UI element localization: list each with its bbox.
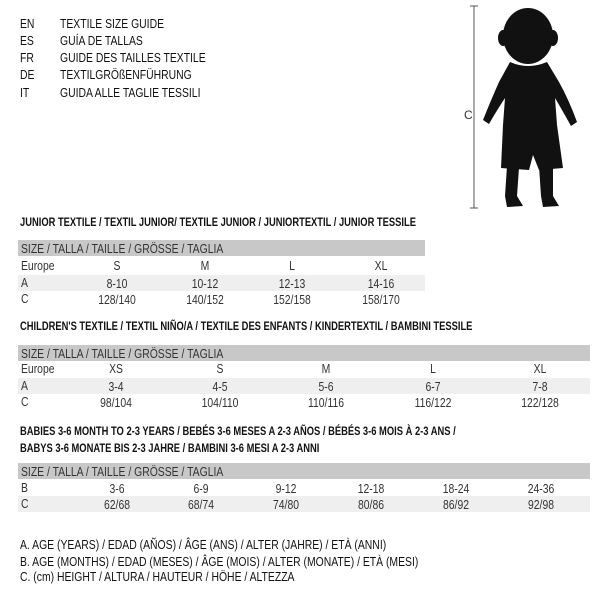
- table-cell: 98/104: [100, 395, 132, 410]
- row-shade: [18, 275, 425, 291]
- row-shade: [18, 496, 590, 512]
- table-cell: XL: [533, 361, 547, 376]
- babies-heading-line2: BABYS 3-6 MONATE BIS 2-3 JAHRE / BAMBINI…: [20, 441, 320, 455]
- row-shade: [18, 378, 590, 394]
- size-header-bar: SIZE / TALLA / TAILLE / GRÖSSE / TAGLIA: [18, 240, 425, 256]
- children-heading: CHILDREN'S TEXTILE / TEXTIL NIÑO/A / TEX…: [20, 319, 473, 333]
- table-cell: 92/98: [527, 497, 555, 512]
- table-cell: 152/158: [273, 292, 311, 307]
- table-cell: M: [200, 258, 210, 273]
- size-header: SIZE / TALLA / TAILLE / GRÖSSE / TAGLIA: [21, 464, 224, 479]
- table-cell: 62/68: [103, 497, 131, 512]
- size-header: SIZE / TALLA / TAILLE / GRÖSSE / TAGLIA: [21, 241, 224, 256]
- size-header-bar: SIZE / TALLA / TAILLE / GRÖSSE / TAGLIA: [18, 345, 590, 361]
- row-label: A: [21, 378, 28, 393]
- table-cell: 9-12: [275, 481, 297, 496]
- row-label: C: [21, 291, 29, 306]
- table-cell: L: [430, 361, 436, 376]
- lang-title: TEXTILE SIZE GUIDE: [60, 16, 165, 31]
- table-cell: 18-24: [442, 481, 470, 496]
- lang-code: FR: [20, 50, 34, 65]
- row-label: C: [21, 394, 29, 409]
- table-cell: 6-7: [425, 379, 441, 394]
- table-cell: S: [216, 361, 224, 376]
- table-cell: XL: [374, 258, 388, 273]
- table-cell: 122/128: [521, 395, 559, 410]
- row-label: B: [21, 480, 28, 495]
- size-header: SIZE / TALLA / TAILLE / GRÖSSE / TAGLIA: [21, 346, 224, 361]
- row-label: Europe: [21, 258, 55, 273]
- legend-a: A. AGE (YEARS) / EDAD (AÑOS) / ÂGE (ANS)…: [20, 537, 387, 552]
- table-cell: 7-8: [532, 379, 548, 394]
- legend-b: B. AGE (MONTHS) / EDAD (MESES) / ÂGE (MO…: [20, 554, 419, 569]
- table-cell: 3-6: [109, 481, 125, 496]
- table-cell: 128/140: [98, 292, 136, 307]
- row-label: Europe: [21, 361, 55, 376]
- table-cell: S: [113, 258, 121, 273]
- table-cell: 68/74: [187, 497, 215, 512]
- table-cell: L: [289, 258, 295, 273]
- lang-code: DE: [20, 67, 35, 82]
- legend-c: C. (cm) HEIGHT / ALTURA / HAUTEUR / HÖHE…: [20, 569, 295, 584]
- table-cell: 12-18: [357, 481, 385, 496]
- table-cell: 12-13: [278, 276, 306, 291]
- table-cell: 8-10: [106, 276, 128, 291]
- table-cell: 24-36: [527, 481, 555, 496]
- table-cell: 158/170: [362, 292, 400, 307]
- lang-title: GUÍA DE TALLAS: [60, 33, 143, 48]
- height-label: C: [464, 108, 473, 122]
- row-label: A: [21, 275, 28, 290]
- lang-code: ES: [20, 33, 34, 48]
- table-cell: XS: [109, 361, 123, 376]
- table-cell: 80/86: [357, 497, 385, 512]
- table-cell: 10-12: [191, 276, 219, 291]
- lang-title: TEXTILGRÖßENFÜHRUNG: [60, 67, 192, 82]
- lang-code: EN: [20, 16, 35, 31]
- lang-title: GUIDE DES TAILLES TEXTILE: [60, 50, 206, 65]
- table-cell: 116/122: [414, 395, 452, 410]
- table-cell: 5-6: [318, 379, 334, 394]
- babies-heading-line1: BABIES 3-6 MONTH TO 2-3 YEARS / BEBÉS 3-…: [20, 424, 456, 438]
- junior-heading: JUNIOR TEXTILE / TEXTIL JUNIOR/ TEXTILE …: [20, 215, 416, 229]
- table-cell: 110/116: [307, 395, 345, 410]
- table-cell: 86/92: [442, 497, 470, 512]
- table-cell: 74/80: [272, 497, 300, 512]
- child-silhouette-icon: C: [464, 5, 577, 209]
- table-cell: 6-9: [193, 481, 209, 496]
- lang-title: GUIDA ALLE TAGLIE TESSILI: [60, 85, 201, 100]
- row-label: C: [21, 496, 29, 511]
- table-cell: 4-5: [212, 379, 228, 394]
- table-cell: 3-4: [108, 379, 124, 394]
- table-cell: 104/110: [201, 395, 239, 410]
- size-header-bar: SIZE / TALLA / TAILLE / GRÖSSE / TAGLIA: [18, 463, 590, 479]
- table-cell: 140/152: [186, 292, 224, 307]
- lang-code: IT: [20, 85, 30, 100]
- table-cell: M: [321, 361, 331, 376]
- table-cell: 14-16: [367, 276, 395, 291]
